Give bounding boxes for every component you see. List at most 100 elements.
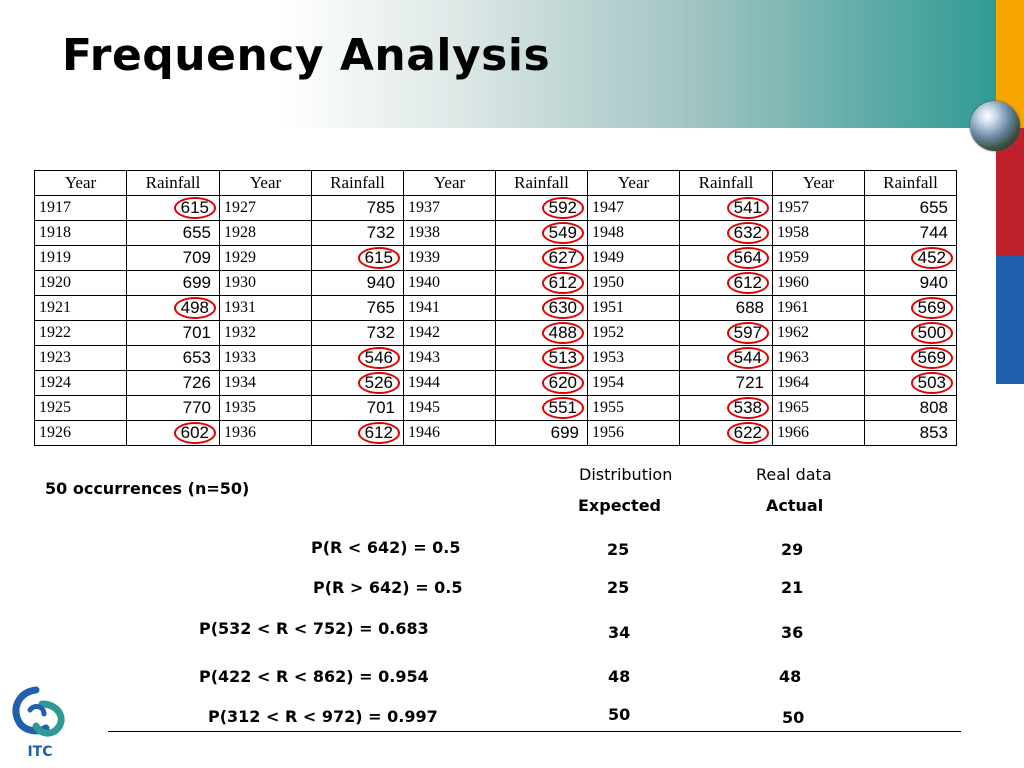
rainfall-cell: 709 <box>126 245 220 271</box>
circled-value: 622 <box>726 422 769 444</box>
year-cell: 1951 <box>587 295 680 321</box>
stat-expected: 25 <box>607 540 630 559</box>
rainfall-cell-circled: 597 <box>679 320 773 346</box>
stat-expected: 34 <box>608 623 631 642</box>
col-header-rainfall: Rainfall <box>311 170 404 196</box>
year-cell: 1932 <box>219 320 312 346</box>
circled-value: 612 <box>541 272 584 294</box>
rainfall-cell: 940 <box>311 270 404 296</box>
table-row: 1917 615 1927 785 1937 592 1947 541 1957 655 <box>34 195 957 221</box>
circled-value: 615 <box>357 247 400 269</box>
table-row: 1922 701 1932 732 1942 488 1952 597 1962 500 <box>34 320 957 346</box>
rainfall-cell-circled: 615 <box>311 245 404 271</box>
year-cell: 1941 <box>403 295 496 321</box>
year-cell: 1946 <box>403 420 496 446</box>
col-header-rainfall: Rainfall <box>864 170 957 196</box>
year-cell: 1918 <box>34 220 127 246</box>
stat-expected: 25 <box>607 578 630 597</box>
table-header-row: Year Rainfall Year Rainfall Year Rainfal… <box>34 170 957 196</box>
year-cell: 1950 <box>587 270 680 296</box>
year-cell: 1962 <box>772 320 865 346</box>
rainfall-cell: 940 <box>864 270 957 296</box>
year-cell: 1944 <box>403 370 496 396</box>
rainfall-cell-circled: 503 <box>864 370 957 396</box>
year-cell: 1937 <box>403 195 496 221</box>
circled-value: 538 <box>726 397 769 419</box>
col-header-year: Year <box>34 170 127 196</box>
year-cell: 1965 <box>772 395 865 421</box>
year-cell: 1923 <box>34 345 127 371</box>
table-row: 1926 602 1936 612 1946 699 1956 622 1966 853 <box>34 420 957 446</box>
year-cell: 1933 <box>219 345 312 371</box>
stat-actual: 48 <box>779 667 802 686</box>
circled-value: 546 <box>357 347 400 369</box>
year-cell: 1954 <box>587 370 680 396</box>
circled-value: 488 <box>541 322 584 344</box>
rainfall-cell-circled: 627 <box>495 245 588 271</box>
year-cell: 1963 <box>772 345 865 371</box>
circled-value: 569 <box>910 297 953 319</box>
rainfall-cell-circled: 569 <box>864 345 957 371</box>
rainfall-cell-circled: 612 <box>679 270 773 296</box>
circled-value: 630 <box>541 297 584 319</box>
rainfall-cell-circled: 551 <box>495 395 588 421</box>
year-cell: 1924 <box>34 370 127 396</box>
circled-value: 569 <box>910 347 953 369</box>
circled-value: 551 <box>541 397 584 419</box>
rainfall-cell-circled: 526 <box>311 370 404 396</box>
circled-value: 632 <box>726 222 769 244</box>
year-cell: 1948 <box>587 220 680 246</box>
circled-value: 503 <box>910 372 953 394</box>
year-cell: 1953 <box>587 345 680 371</box>
rainfall-cell: 653 <box>126 345 220 371</box>
rainfall-cell-circled: 632 <box>679 220 773 246</box>
side-stripe-blue <box>996 256 1024 384</box>
table-row: 1925 770 1935 701 1945 551 1955 538 1965 808 <box>34 395 957 421</box>
table-row: 1923 653 1933 546 1943 513 1953 544 1963 569 <box>34 345 957 371</box>
distribution-header: Distribution <box>579 465 673 484</box>
year-cell: 1942 <box>403 320 496 346</box>
stat-label: P(312 < R < 972) = 0.997 <box>208 707 438 726</box>
rainfall-cell: 770 <box>126 395 220 421</box>
bottom-rule <box>108 731 961 732</box>
rainfall-cell: 701 <box>126 320 220 346</box>
rainfall-cell: 721 <box>679 370 773 396</box>
rainfall-cell-circled: 541 <box>679 195 773 221</box>
circled-value: 597 <box>726 322 769 344</box>
rainfall-cell-circled: 612 <box>311 420 404 446</box>
table-row: 1918 655 1928 732 1938 549 1948 632 1958 744 <box>34 220 957 246</box>
rainfall-cell-circled: 615 <box>126 195 220 221</box>
circled-value: 620 <box>541 372 584 394</box>
rainfall-cell-circled: 546 <box>311 345 404 371</box>
expected-header: Expected <box>578 496 661 515</box>
rainfall-cell-circled: 592 <box>495 195 588 221</box>
year-cell: 1926 <box>34 420 127 446</box>
year-cell: 1960 <box>772 270 865 296</box>
circled-value: 592 <box>541 197 584 219</box>
year-cell: 1955 <box>587 395 680 421</box>
rainfall-cell-circled: 612 <box>495 270 588 296</box>
year-cell: 1938 <box>403 220 496 246</box>
year-cell: 1964 <box>772 370 865 396</box>
rainfall-cell: 765 <box>311 295 404 321</box>
rainfall-cell-circled: 549 <box>495 220 588 246</box>
rainfall-cell: 655 <box>864 195 957 221</box>
rainfall-cell-circled: 602 <box>126 420 220 446</box>
col-header-year: Year <box>772 170 865 196</box>
circled-value: 549 <box>541 222 584 244</box>
rainfall-cell: 701 <box>311 395 404 421</box>
year-cell: 1919 <box>34 245 127 271</box>
col-header-rainfall: Rainfall <box>126 170 220 196</box>
circled-value: 526 <box>357 372 400 394</box>
year-cell: 1947 <box>587 195 680 221</box>
rainfall-cell: 688 <box>679 295 773 321</box>
circled-value: 452 <box>910 247 953 269</box>
rainfall-cell: 699 <box>126 270 220 296</box>
rainfall-cell-circled: 452 <box>864 245 957 271</box>
table-body: 1917 615 1927 785 1937 592 1947 541 1957 655 1918 6… <box>34 195 957 446</box>
year-cell: 1922 <box>34 320 127 346</box>
circled-value: 615 <box>173 197 216 219</box>
circled-value: 500 <box>910 322 953 344</box>
rainfall-cell-circled: 564 <box>679 245 773 271</box>
occurrences-label: 50 occurrences (n=50) <box>45 479 250 498</box>
